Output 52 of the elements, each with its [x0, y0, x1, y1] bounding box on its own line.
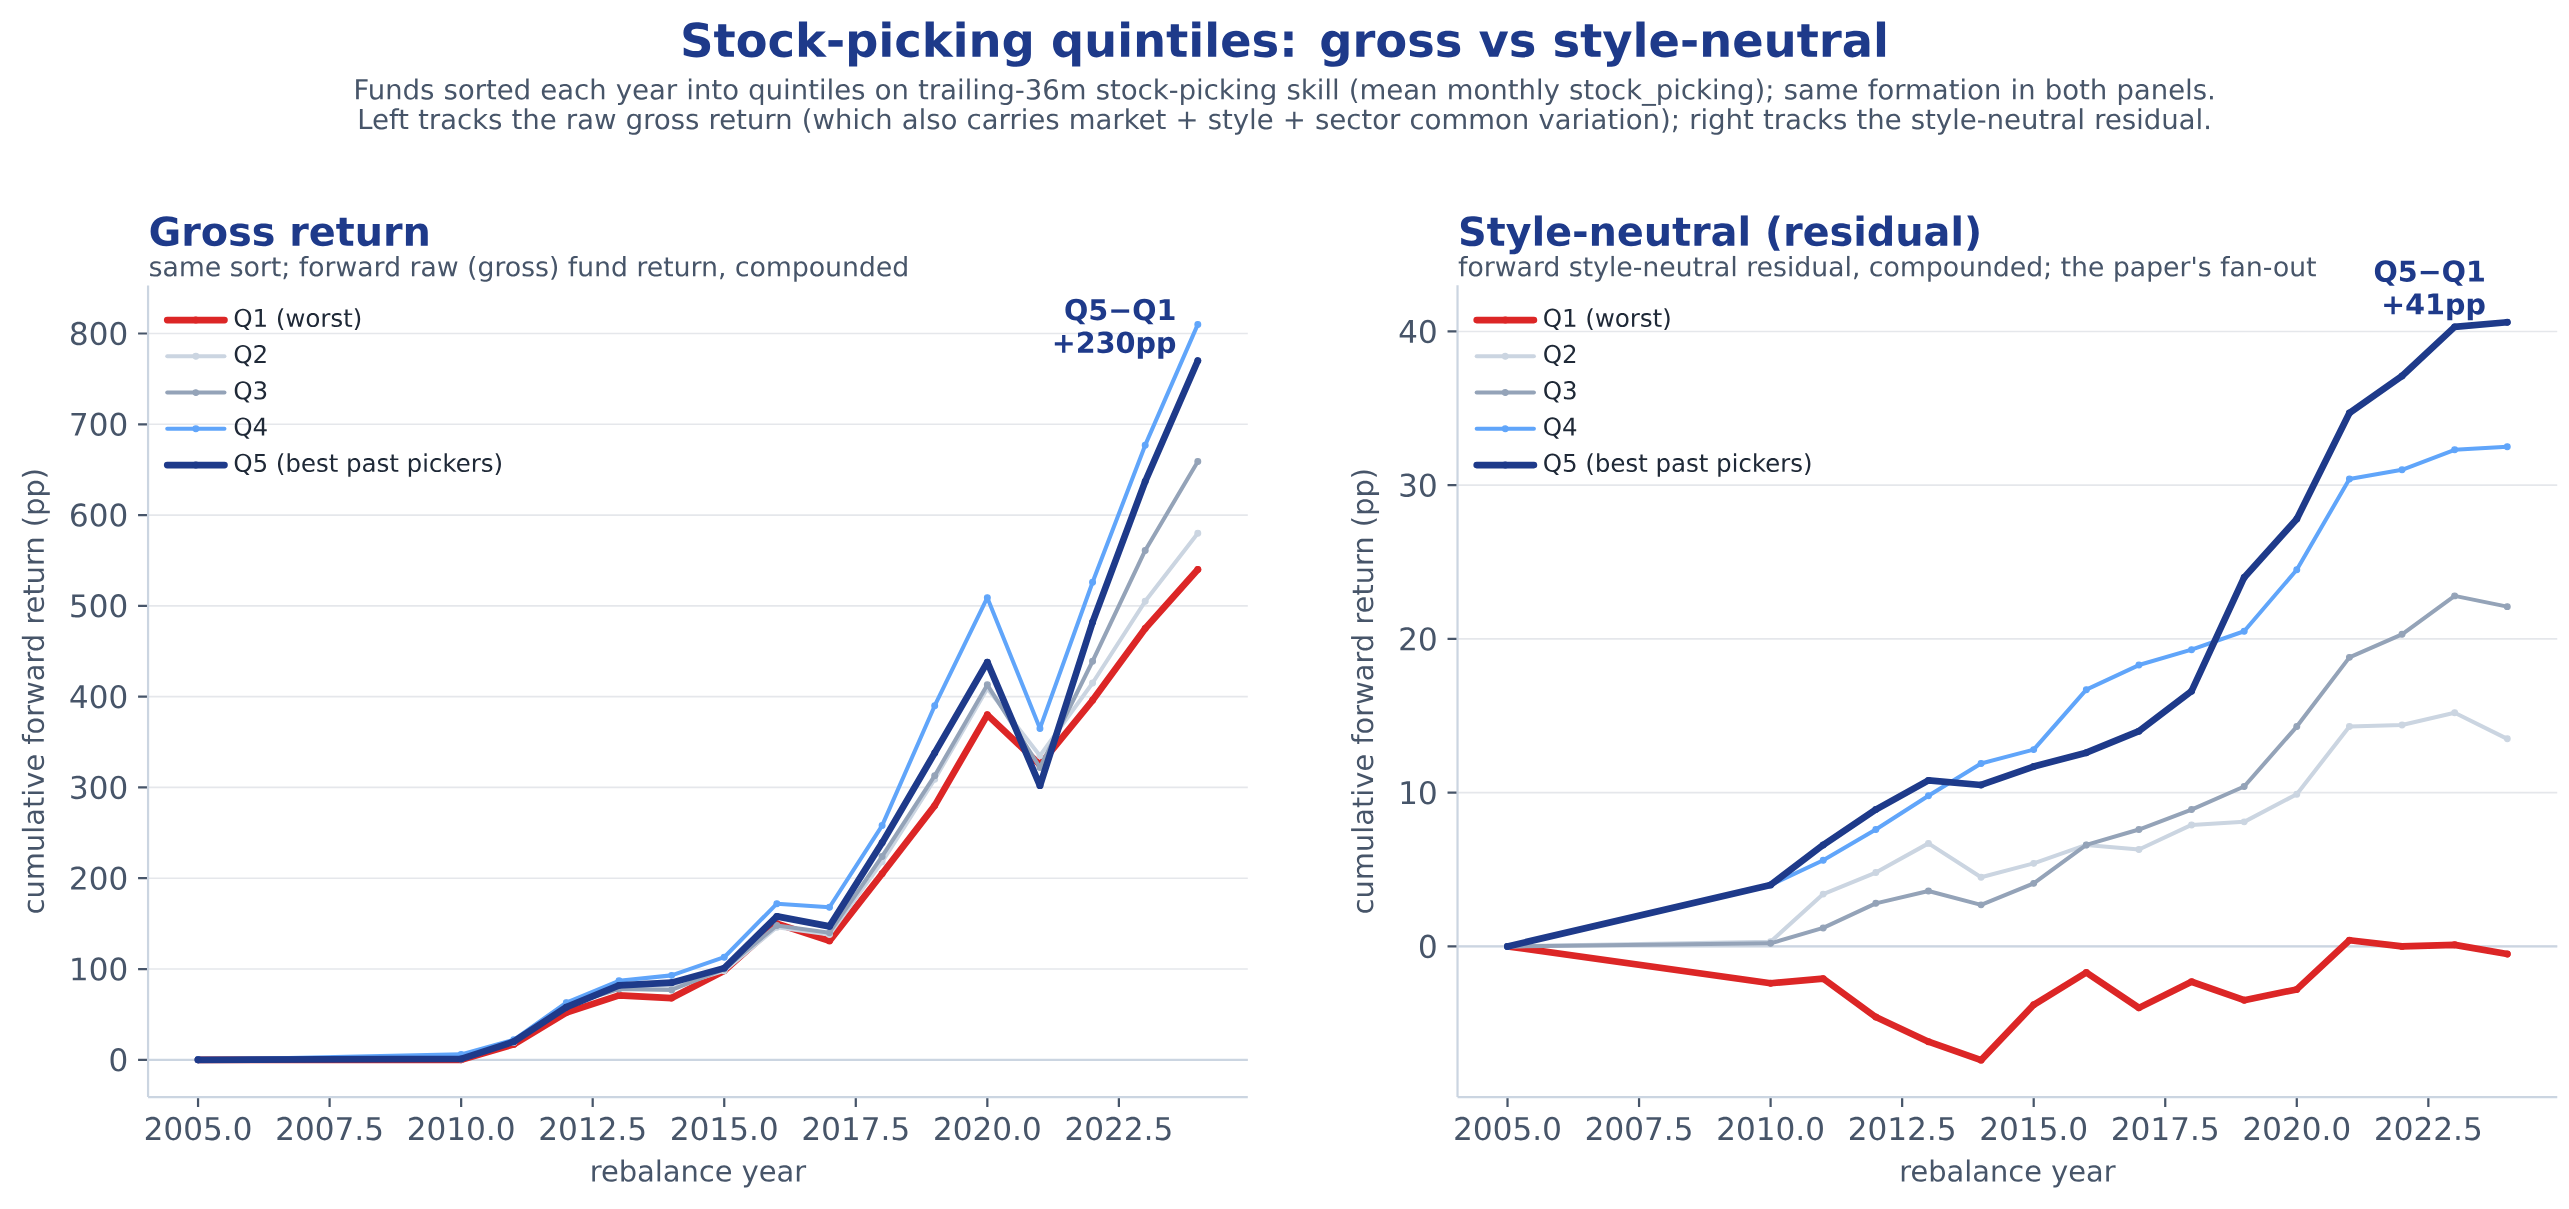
- y-tick-label: 30: [1400, 473, 1436, 497]
- y-tick-label: 20: [1400, 627, 1436, 651]
- x-tick-label: 2010.0: [408, 1116, 514, 1141]
- y-tick-label: 40: [1399, 319, 1436, 344]
- y-tick-label: 100: [72, 957, 127, 981]
- legend-label: Q5 (best past pickers): [1544, 453, 1811, 477]
- x-tick-label: 2020.0: [935, 1116, 1040, 1141]
- chart-subtitle: same sort; forward raw (gross) fund return, compounded: [150, 255, 907, 282]
- x-tick-label: 2012.5: [1849, 1116, 1954, 1141]
- x-tick-label: 2005.0: [145, 1116, 251, 1141]
- text: Funds sorted each year into quintiles on trailing-36m stock-picking skill (mean monthly stock_picking); same formation in both panels. Left tracks the raw gross return (which also carries market + style + sector common variation); right tracks the style-neutral residual.: [356, 78, 2213, 135]
- legend-label: Q4: [1544, 417, 1577, 439]
- x-tick-label: 2022.5: [2376, 1116, 2481, 1141]
- y-tick-label: 400: [70, 684, 127, 709]
- x-tick-label: 2017.5: [2113, 1116, 2217, 1141]
- annotation: Q5−Q1 +230pp: [1054, 298, 1176, 359]
- x-tick-label: 2022.5: [1066, 1116, 1171, 1141]
- legend-label: Q3: [1544, 381, 1576, 403]
- legend-label: Q4: [234, 417, 267, 439]
- legend-label: Q3: [234, 381, 267, 403]
- y-tick-label: 0: [110, 1048, 127, 1072]
- legend-label: Q2: [1544, 344, 1576, 367]
- x-axis-title: rebalance year: [592, 1159, 807, 1188]
- x-tick-label: 2015.0: [672, 1116, 777, 1141]
- x-tick-label: 2017.5: [803, 1116, 908, 1141]
- x-tick-label: 2007.5: [1586, 1116, 1691, 1141]
- legend-label: Q2: [234, 344, 266, 367]
- x-tick-label: 2012.5: [540, 1116, 645, 1141]
- y-tick-label: 500: [71, 594, 127, 618]
- x-tick-label: 2010.0: [1718, 1116, 1823, 1141]
- x-tick-label: 2015.0: [1981, 1116, 2087, 1141]
- y-tick-label: 300: [71, 775, 127, 800]
- y-tick-label: 200: [71, 866, 127, 890]
- x-tick-label: 2020.0: [2244, 1116, 2350, 1141]
- legend-label: Q1 (worst): [234, 308, 361, 330]
- y-axis-title: cumulative forward return (pp): [1351, 470, 1380, 913]
- chart-title: Gross return: [150, 216, 428, 247]
- legend-label: Q5 (best past pickers): [234, 453, 501, 477]
- annotation: Q5−Q1 +41pp: [2374, 260, 2485, 321]
- y-tick-label: 10: [1401, 780, 1436, 805]
- text: Stock-picking quintiles: gross vs style-neutral: [683, 21, 1886, 67]
- y-tick-label: 0: [1419, 934, 1436, 959]
- y-tick-label: 700: [71, 412, 127, 437]
- chart-title: Style-neutral (residual): [1460, 215, 1979, 255]
- y-axis-title: cumulative forward return (pp): [21, 470, 50, 913]
- x-tick-label: 2005.0: [1455, 1116, 1560, 1141]
- y-tick-label: 800: [70, 321, 127, 346]
- chart-subtitle: forward style-neutral residual, compounded; the paper's fan-out: [1458, 255, 2316, 282]
- y-tick-label: 600: [71, 503, 127, 527]
- x-axis-title: rebalance year: [1901, 1159, 2116, 1188]
- legend-label: Q1 (worst): [1544, 308, 1670, 330]
- x-tick-label: 2007.5: [277, 1116, 382, 1141]
